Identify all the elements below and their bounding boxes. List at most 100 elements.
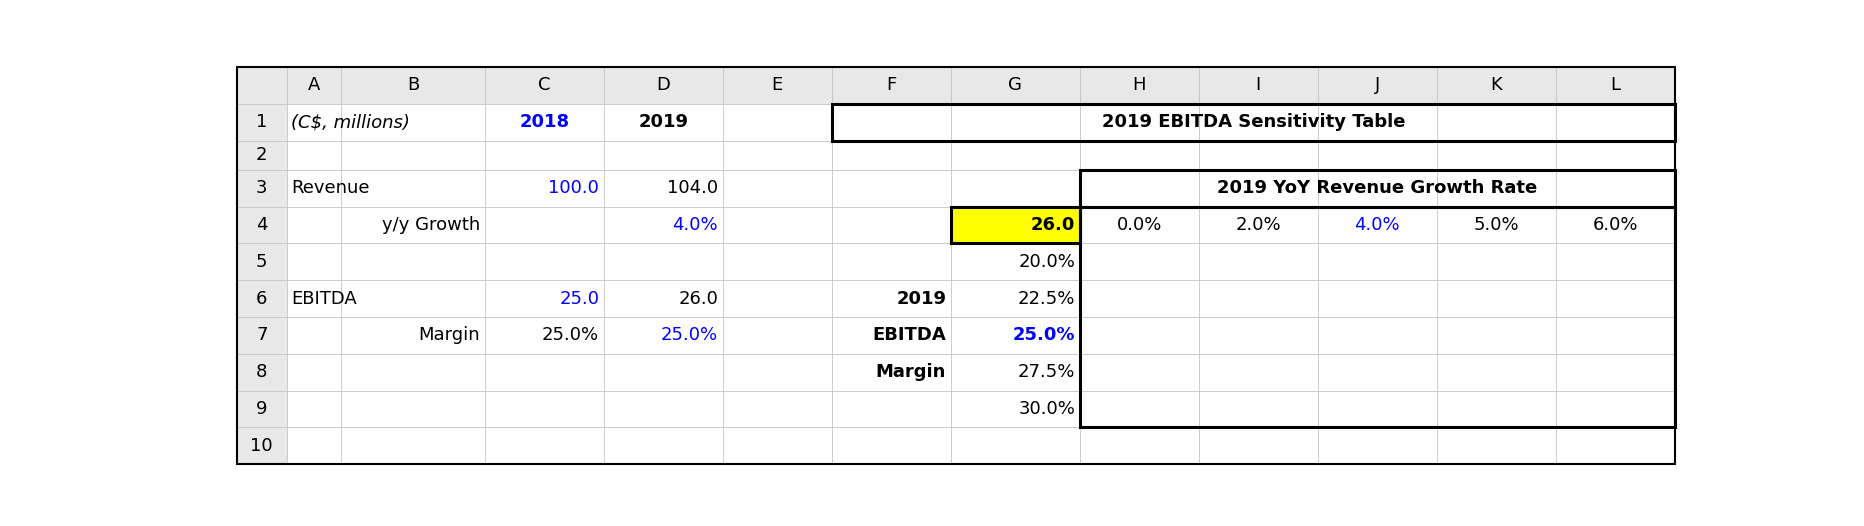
Bar [341, 104, 485, 140]
Bar [1318, 391, 1435, 428]
Bar [831, 428, 951, 464]
Bar [1079, 428, 1199, 464]
Bar [287, 207, 341, 244]
Bar [604, 391, 723, 428]
Text: E: E [772, 76, 783, 94]
Bar [951, 317, 1079, 354]
Bar [723, 67, 831, 104]
Text: D: D [656, 76, 669, 94]
Text: 2.0%: 2.0% [1234, 216, 1281, 234]
Bar [287, 317, 341, 354]
Bar [485, 207, 604, 244]
Bar [341, 207, 485, 244]
Text: 25.0: 25.0 [559, 290, 598, 308]
Bar [951, 391, 1079, 428]
Bar [485, 140, 604, 170]
Text: 26.0: 26.0 [1031, 216, 1074, 234]
Text: 0.0%: 0.0% [1117, 216, 1161, 234]
Bar [287, 67, 341, 104]
Bar [1318, 317, 1435, 354]
Bar [1555, 280, 1674, 317]
Text: Margin: Margin [418, 327, 479, 345]
Bar [237, 317, 287, 354]
Text: 4.0%: 4.0% [1353, 216, 1400, 234]
Text: 25.0%: 25.0% [660, 327, 718, 345]
Bar [604, 354, 723, 391]
Bar [485, 354, 604, 391]
Text: J: J [1374, 76, 1379, 94]
Bar [604, 67, 723, 104]
Bar [951, 244, 1079, 280]
Bar [237, 280, 287, 317]
Bar [237, 244, 287, 280]
Bar [1555, 244, 1674, 280]
Bar [604, 140, 723, 170]
Bar [237, 67, 287, 104]
Bar [1555, 354, 1674, 391]
Bar [1079, 170, 1199, 207]
Bar [831, 317, 951, 354]
Bar [723, 391, 831, 428]
Bar [951, 207, 1079, 244]
Bar [951, 207, 1079, 244]
Text: 104.0: 104.0 [667, 179, 718, 197]
Bar [951, 67, 1079, 104]
Bar [951, 104, 1079, 140]
Bar [604, 104, 723, 140]
Text: G: G [1008, 76, 1021, 94]
Text: L: L [1609, 76, 1620, 94]
Text: H: H [1131, 76, 1144, 94]
Bar [1435, 317, 1555, 354]
Text: (C$, millions): (C$, millions) [291, 113, 410, 131]
Text: 2018: 2018 [518, 113, 569, 131]
Text: 27.5%: 27.5% [1018, 363, 1074, 381]
Text: EBITDA: EBITDA [872, 327, 945, 345]
Bar [1435, 354, 1555, 391]
Bar [1079, 140, 1199, 170]
Text: 2: 2 [255, 146, 267, 164]
Bar [1079, 317, 1199, 354]
Bar [1079, 354, 1199, 391]
Bar [1079, 170, 1674, 207]
Bar [1555, 170, 1674, 207]
Text: 30.0%: 30.0% [1018, 400, 1074, 418]
Bar [341, 140, 485, 170]
Bar [604, 428, 723, 464]
Text: 4.0%: 4.0% [673, 216, 718, 234]
Bar [237, 170, 287, 207]
Bar [485, 104, 604, 140]
Bar [237, 428, 287, 464]
Bar [723, 140, 831, 170]
Bar [1318, 280, 1435, 317]
Bar [1079, 391, 1199, 428]
Text: 4: 4 [255, 216, 267, 234]
Bar [1199, 428, 1318, 464]
Bar [1435, 244, 1555, 280]
Bar [485, 244, 604, 280]
Bar [604, 207, 723, 244]
Text: 2019: 2019 [637, 113, 688, 131]
Bar [723, 170, 831, 207]
Bar [1079, 280, 1199, 317]
Bar [951, 207, 1079, 244]
Bar [287, 140, 341, 170]
Text: 10: 10 [250, 437, 272, 455]
Text: 26.0: 26.0 [678, 290, 718, 308]
Text: 25.0%: 25.0% [542, 327, 598, 345]
Text: 25.0%: 25.0% [1012, 327, 1074, 345]
Bar [341, 391, 485, 428]
Bar [951, 280, 1079, 317]
Bar [1435, 428, 1555, 464]
Bar [237, 391, 287, 428]
Text: Margin: Margin [876, 363, 945, 381]
Bar [1555, 317, 1674, 354]
Bar [485, 170, 604, 207]
Text: K: K [1489, 76, 1501, 94]
Text: 100.0: 100.0 [548, 179, 598, 197]
Bar [723, 244, 831, 280]
Bar [951, 354, 1079, 391]
Bar [1079, 244, 1199, 280]
Bar [287, 354, 341, 391]
Text: 8: 8 [255, 363, 267, 381]
Bar [1199, 244, 1318, 280]
